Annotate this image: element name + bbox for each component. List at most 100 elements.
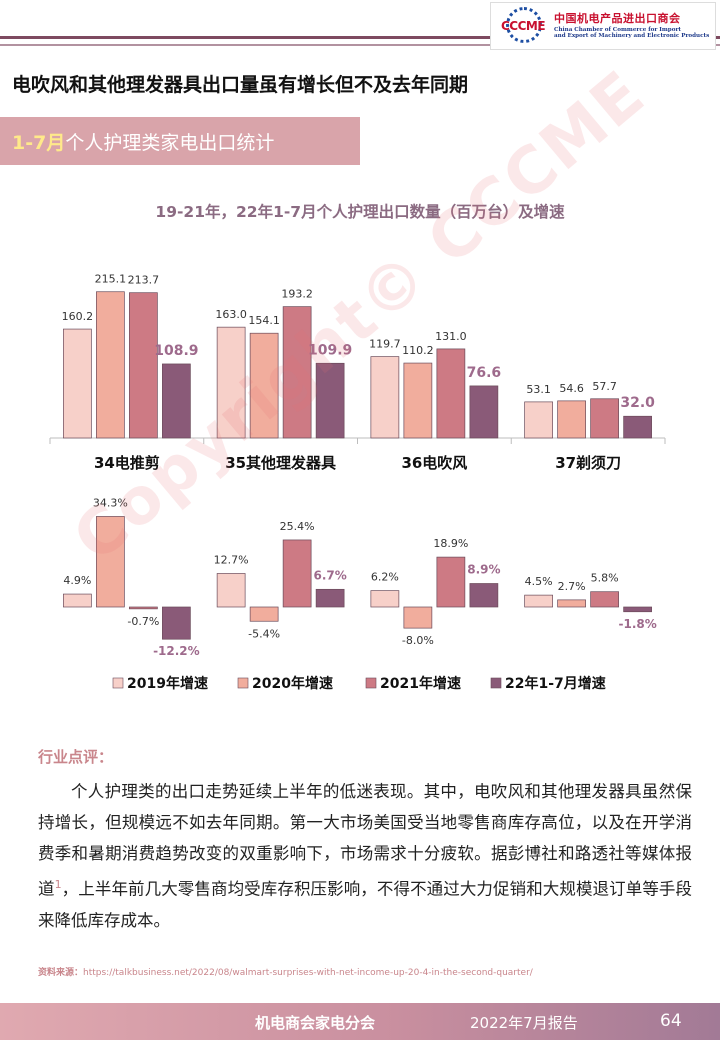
- quantity-bar: [249, 332, 279, 439]
- comment-title: 行业点评：: [38, 748, 114, 766]
- growth-label: 8.9%: [467, 563, 500, 577]
- growth-bar: [469, 583, 499, 608]
- legend-label: 2021年增速: [380, 675, 461, 692]
- growth-label: 6.7%: [313, 568, 346, 582]
- quantity-bar: [623, 415, 652, 439]
- growth-label: -1.8%: [618, 617, 656, 631]
- bar-chart: 34电推剪 160.2 4.9% 215.1 34.3% 213.7 -0.7% 108.9 -…: [49, 273, 666, 692]
- growth-label: 25.4%: [280, 520, 315, 533]
- quantity-label: 163.0: [215, 308, 247, 321]
- quantity-bar: [315, 362, 345, 439]
- legend-swatch: [490, 677, 502, 689]
- quantity-label: 131.0: [435, 330, 467, 343]
- page-footer: 机电商会家电分会 2022年7月报告 64: [0, 1003, 720, 1040]
- quantity-label: 119.7: [369, 338, 401, 351]
- quantity-bar: [216, 326, 246, 439]
- growth-bar: [524, 594, 553, 608]
- page-title: 电吹风和其他理发器具出口量虽有增长但不及去年同期: [12, 74, 469, 96]
- growth-label: 5.8%: [591, 572, 619, 585]
- source-note: 资料来源：https://talkbusiness.net/2022/08/wa…: [38, 965, 533, 978]
- section-highlight: 1-7月: [12, 131, 66, 154]
- growth-label: 2.7%: [558, 580, 586, 593]
- quantity-label: 32.0: [620, 395, 655, 411]
- growth-bar: [282, 539, 312, 608]
- quantity-label: 154.1: [248, 314, 280, 327]
- footer-report: 2022年7月报告: [470, 1014, 578, 1032]
- quantity-bar: [96, 291, 125, 439]
- logo-mark-text: CCCME: [500, 19, 546, 33]
- growth-label: -8.0%: [402, 634, 434, 647]
- quantity-label: 160.2: [62, 310, 94, 323]
- quantity-bar: [403, 362, 433, 439]
- logo-en-line2: and Export of Machinery and Electronic P…: [554, 33, 710, 40]
- footer-org: 机电商会家电分会: [255, 1014, 376, 1032]
- cccme-emblem-icon: CCCME: [496, 7, 550, 45]
- logo-cn: 中国机电产品进出口商会: [554, 11, 681, 25]
- page-number: 64: [660, 1011, 682, 1031]
- growth-bar: [249, 606, 279, 622]
- quantity-label: 76.6: [467, 365, 502, 381]
- quantity-bar: [557, 400, 586, 439]
- quantity-label: 109.9: [308, 342, 352, 358]
- quantity-bar: [63, 328, 92, 439]
- quantity-label: 53.1: [526, 383, 551, 396]
- legend-swatch: [237, 677, 249, 689]
- header-rule: [0, 36, 720, 39]
- growth-label: 4.9%: [63, 574, 91, 587]
- growth-bar: [96, 516, 125, 608]
- comment-text-1: 个人护理类的出口走势延续上半年的低迷表现。其中，电吹风和其他理发器具虽然保持增长…: [38, 782, 692, 899]
- footnote-marker: 1: [54, 878, 62, 891]
- quantity-bar: [524, 401, 553, 439]
- growth-bar: [436, 556, 466, 608]
- quantity-label: 54.6: [559, 382, 584, 395]
- growth-label: -5.4%: [248, 627, 280, 640]
- category-label: 34电推剪: [94, 454, 160, 472]
- quantity-bar: [469, 385, 499, 439]
- growth-label: 4.5%: [525, 575, 553, 588]
- growth-label: 6.2%: [371, 571, 399, 584]
- section-banner: 1-7月 个人护理类家电出口统计: [0, 117, 360, 165]
- growth-bar: [623, 606, 652, 613]
- growth-bar: [63, 593, 92, 608]
- quantity-label: 193.2: [281, 288, 313, 301]
- growth-label: -0.7%: [127, 615, 159, 628]
- quantity-label: 57.7: [592, 380, 617, 393]
- growth-label: 12.7%: [214, 553, 249, 566]
- source-label: 资料来源：: [38, 968, 84, 978]
- quantity-label: 215.1: [95, 273, 127, 286]
- legend-label: 22年1-7月增速: [505, 675, 606, 692]
- header-rule-thin: [0, 44, 720, 46]
- quantity-label: 108.9: [154, 343, 198, 359]
- comment-text-2: ，上半年前几大零售商均受库存积压影响，不得不通过大力促销和大规模退订单等手段来降…: [38, 879, 693, 930]
- quantity-bar: [282, 306, 312, 439]
- quantity-bar: [436, 348, 466, 439]
- comment-body: 个人护理类的出口走势延续上半年的低迷表现。其中，电吹风和其他理发器具虽然保持增长…: [38, 776, 692, 936]
- growth-label: 18.9%: [433, 537, 468, 550]
- section-title: 个人护理类家电出口统计: [65, 131, 275, 154]
- legend-swatch: [365, 677, 377, 689]
- chart-title: 19-21年，22年1-7月个人护理出口数量（百万台）及增速: [155, 203, 565, 221]
- growth-label: -12.2%: [153, 644, 200, 658]
- category-label: 37剃须刀: [555, 454, 621, 472]
- logo-en-line1: China Chamber of Commerce for Import: [554, 26, 681, 33]
- category-label: 36电吹风: [401, 454, 467, 472]
- growth-bar: [590, 591, 619, 608]
- source-url[interactable]: https://talkbusiness.net/2022/08/walmart…: [83, 968, 533, 978]
- growth-label: 34.3%: [93, 496, 128, 509]
- growth-bar: [557, 599, 586, 608]
- growth-bar: [162, 606, 191, 640]
- category-label: 35其他理发器具: [225, 454, 336, 472]
- growth-bar: [403, 606, 433, 629]
- growth-bar: [370, 590, 400, 608]
- legend-swatch: [112, 677, 124, 689]
- growth-bar: [129, 606, 158, 610]
- legend-label: 2020年增速: [252, 675, 333, 692]
- legend-label: 2019年增速: [127, 675, 208, 692]
- quantity-label: 213.7: [128, 274, 160, 287]
- growth-bar: [216, 573, 246, 608]
- quantity-bar: [590, 398, 619, 439]
- quantity-label: 110.2: [402, 344, 434, 357]
- quantity-bar: [162, 363, 191, 439]
- quantity-bar: [370, 356, 400, 439]
- quantity-bar: [129, 292, 158, 439]
